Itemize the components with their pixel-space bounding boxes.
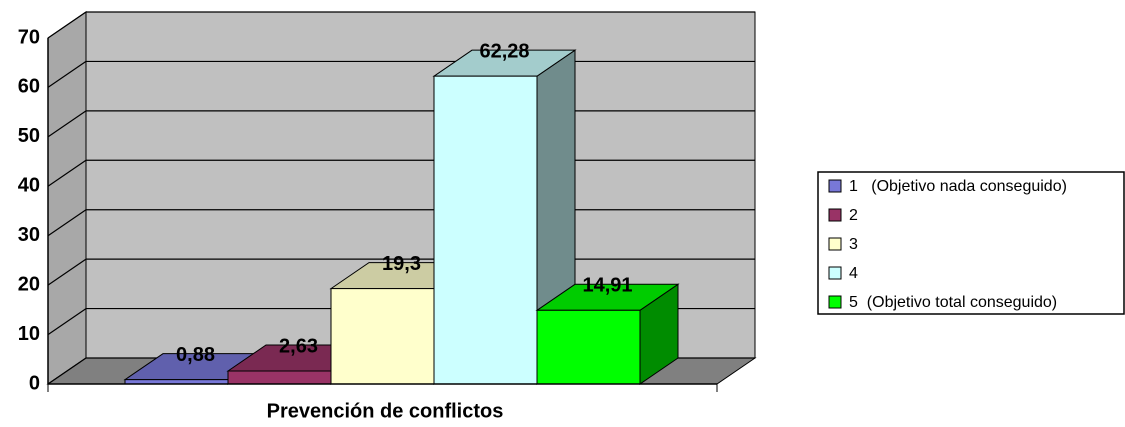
- y-tick-label: 70: [18, 26, 40, 48]
- legend-swatch: [828, 295, 842, 309]
- grid-line: [47, 60, 87, 88]
- legend-label: 5 (Objetivo total conseguido): [849, 294, 1057, 311]
- data-label: 14,91: [582, 275, 632, 297]
- bar: [227, 370, 332, 385]
- data-label: 2,63: [279, 335, 318, 357]
- legend-swatch: [828, 237, 842, 251]
- grid-line: [47, 308, 87, 336]
- y-tick-label: 20: [18, 273, 40, 295]
- bar: [536, 309, 641, 385]
- y-tick-label: 40: [18, 175, 40, 197]
- legend-swatch: [828, 266, 842, 280]
- legend-swatch: [828, 208, 842, 222]
- bar: [330, 288, 435, 385]
- y-tick-label: 0: [29, 372, 40, 394]
- legend-label: 3: [849, 236, 858, 253]
- y-tick-label: 50: [18, 125, 40, 147]
- legend-label: 1 (Objetivo nada conseguido): [849, 178, 1067, 195]
- data-label: 19,3: [382, 253, 421, 275]
- grid-line: [47, 357, 87, 385]
- grid-line: [47, 209, 87, 237]
- y-tick-label: 30: [18, 224, 40, 246]
- data-label: 62,28: [479, 40, 529, 62]
- legend-items: 1 (Objetivo nada conseguido) 2 3 4 5 (Objeti…: [828, 178, 1067, 311]
- grid-line: [47, 159, 87, 187]
- legend: [817, 171, 1125, 315]
- y-tick-label: 60: [18, 76, 40, 98]
- bar: [433, 75, 538, 385]
- data-label: 0,88: [176, 344, 215, 366]
- category-label: Prevención de conflictos: [267, 400, 504, 422]
- legend-label: 2: [849, 207, 858, 224]
- grid-line: [47, 110, 87, 138]
- grid-line: [47, 258, 87, 286]
- grid-line: [47, 11, 87, 39]
- legend-label: 4: [849, 265, 858, 282]
- y-tick-label: 10: [18, 323, 40, 345]
- bars: 0,88 2,63 19,3 62,28 14,91: [123, 40, 680, 385]
- legend-swatch: [828, 179, 842, 193]
- side-wall: [47, 11, 87, 385]
